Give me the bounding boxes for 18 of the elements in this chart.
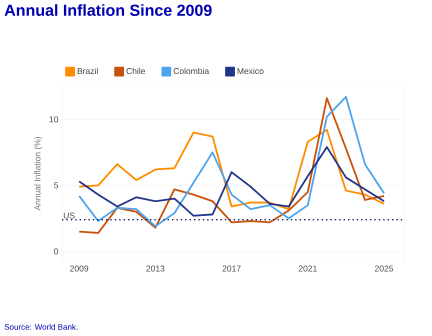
y-axis-title: Annual Inflation (%) [34, 136, 42, 211]
x-tick-label: 2013 [146, 266, 164, 272]
legend-label: Mexico [238, 68, 264, 74]
source-note: Source: World Bank. [4, 324, 78, 330]
y-tick-label: 0 [54, 248, 58, 254]
legend-label: Brazil [78, 68, 98, 74]
line-series [78, 129, 385, 210]
x-tick-label: 2021 [298, 266, 317, 272]
chart-title: Annual Inflation Since 2009 [4, 4, 212, 16]
legend-label: Colombia [174, 68, 210, 74]
x-tick-label: 2017 [222, 266, 241, 272]
x-tick-label: 2009 [70, 266, 88, 272]
x-tick-label: 2025 [375, 266, 394, 272]
line-series [78, 146, 385, 217]
legend-label: Chile [126, 68, 146, 74]
y-tick-label: 5 [54, 182, 58, 188]
y-tick-label: 10 [50, 116, 58, 122]
ref-line-label: US [64, 212, 75, 219]
